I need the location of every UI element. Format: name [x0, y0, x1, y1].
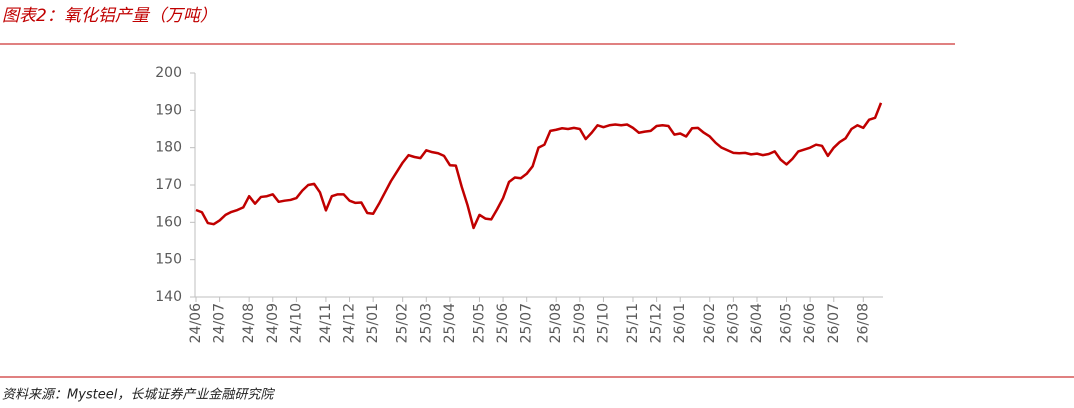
x-tick-label: 24/11 [318, 303, 334, 343]
x-tick-label: 24/12 [342, 303, 358, 343]
x-tick-label: 24/10 [288, 303, 304, 343]
y-tick-label: 150 [155, 252, 182, 268]
x-tick-label: 26/04 [749, 303, 765, 343]
x-tick-label: 25/12 [649, 303, 665, 343]
x-tick-label: 25/05 [471, 303, 487, 343]
chart-title: 图表2：氧化铝产量（万吨） [2, 6, 217, 26]
x-tick-label: 25/08 [548, 303, 564, 343]
x-tick-label: 25/02 [395, 303, 411, 343]
x-tick-label: 25/01 [365, 303, 381, 343]
data-line [195, 102, 883, 230]
x-tick-label: 26/02 [702, 303, 718, 343]
x-tick-label: 24/06 [188, 303, 204, 343]
x-tick-label: 24/08 [241, 303, 257, 343]
source-note: 资料来源：Mysteel，长城证券产业金融研究院 [2, 387, 275, 403]
x-tick-label: 24/07 [212, 303, 228, 343]
x-tick-label: 25/10 [595, 303, 611, 343]
x-tick-label: 26/08 [855, 303, 871, 343]
x-tick-label: 25/07 [519, 303, 535, 343]
x-tick-label: 26/06 [802, 303, 818, 343]
y-tick-label: 140 [155, 289, 182, 305]
y-tick-label: 170 [155, 177, 182, 193]
x-tick-label: 26/03 [725, 303, 741, 343]
x-tick-label: 26/05 [779, 303, 795, 343]
x-tick-label: 25/04 [442, 303, 458, 343]
x-tick-label: 25/06 [495, 303, 511, 343]
y-tick-label: 160 [155, 214, 182, 230]
x-tick-label: 25/11 [625, 303, 641, 343]
x-tick-label: 26/07 [826, 303, 842, 343]
x-tick-label: 25/09 [572, 303, 588, 343]
x-tick-label: 26/01 [672, 303, 688, 343]
y-tick-label: 200 [155, 65, 182, 81]
x-tick-label: 24/09 [265, 303, 281, 343]
x-tick-label: 25/03 [418, 303, 434, 343]
y-tick-label: 190 [155, 102, 182, 118]
y-tick-label: 180 [155, 140, 182, 156]
